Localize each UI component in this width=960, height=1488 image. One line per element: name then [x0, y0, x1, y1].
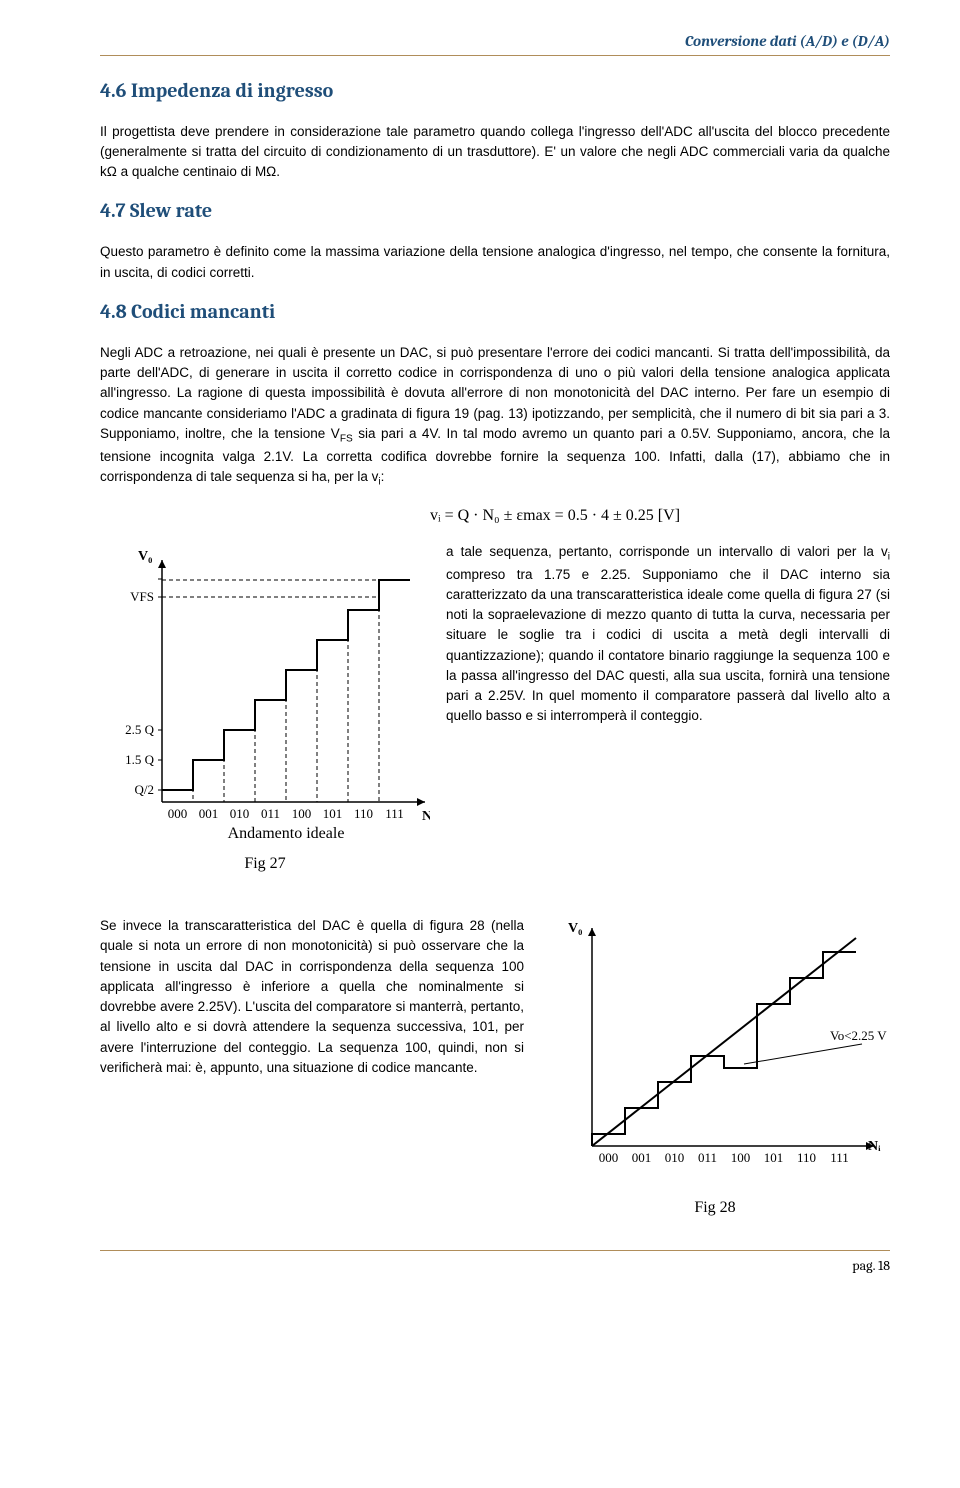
svg-text:2.5 Q: 2.5 Q	[125, 722, 155, 737]
svg-text:011: 011	[698, 1150, 717, 1165]
svg-text:V₀: V₀	[568, 921, 582, 936]
figure-27: V₀ Nᵢ 000 001 010 011 100 101 110 111 Q/2 1.5 Q 2.5 …	[100, 542, 430, 876]
svg-text:101: 101	[764, 1150, 784, 1165]
svg-text:100: 100	[731, 1150, 751, 1165]
figure-28-caption: Fig 28	[540, 1196, 890, 1220]
svg-text:111: 111	[830, 1150, 849, 1165]
section-4-6-body: Il progettista deve prendere in consider…	[100, 122, 890, 183]
section-4-8-p1: Negli ADC a retroazione, nei quali è pre…	[100, 343, 890, 490]
section-4-7-body: Questo parametro è definito come la mass…	[100, 242, 890, 283]
svg-text:Andamento ideale: Andamento ideale	[228, 825, 345, 842]
svg-text:000: 000	[599, 1150, 619, 1165]
section-4-8-title: 4.8 Codici mancanti	[100, 297, 890, 327]
svg-text:010: 010	[230, 806, 250, 821]
svg-text:Nᵢ: Nᵢ	[422, 809, 430, 824]
svg-text:Nᵢ: Nᵢ	[868, 1139, 881, 1154]
formula-vi: vᵢ = Q · N₀ ± εmax = 0.5 · 4 ± 0.25 [V]	[220, 504, 890, 528]
section-4-6-title: 4.6 Impedenza di ingresso	[100, 76, 890, 106]
svg-text:V₀: V₀	[138, 549, 152, 564]
svg-text:VFS: VFS	[130, 589, 154, 604]
svg-text:101: 101	[323, 806, 343, 821]
svg-text:Q/2: Q/2	[135, 782, 155, 797]
svg-text:Vo<2.25 V: Vo<2.25 V	[830, 1028, 887, 1043]
svg-text:011: 011	[261, 806, 280, 821]
svg-text:110: 110	[797, 1150, 816, 1165]
svg-text:111: 111	[385, 806, 404, 821]
svg-text:110: 110	[354, 806, 373, 821]
section-4-8-p3: Se invece la transcaratteristica del DAC…	[100, 916, 524, 1078]
svg-text:100: 100	[292, 806, 312, 821]
figure-27-caption: Fig 27	[100, 852, 430, 876]
svg-text:010: 010	[665, 1150, 685, 1165]
page-footer: pag. 18	[100, 1250, 890, 1276]
svg-text:000: 000	[168, 806, 188, 821]
section-4-8-p2: a tale sequenza, pertanto, corrisponde u…	[446, 542, 890, 727]
svg-text:001: 001	[632, 1150, 652, 1165]
svg-text:1.5 Q: 1.5 Q	[125, 752, 155, 767]
running-header: Conversione dati (A/D) e (D/A)	[100, 30, 890, 56]
svg-text:001: 001	[199, 806, 219, 821]
figure-28: V₀ Nᵢ 000 001 010 011 100 101 110 111 Vo<2.25 V Fi…	[540, 916, 890, 1220]
section-4-7-title: 4.7 Slew rate	[100, 196, 890, 226]
